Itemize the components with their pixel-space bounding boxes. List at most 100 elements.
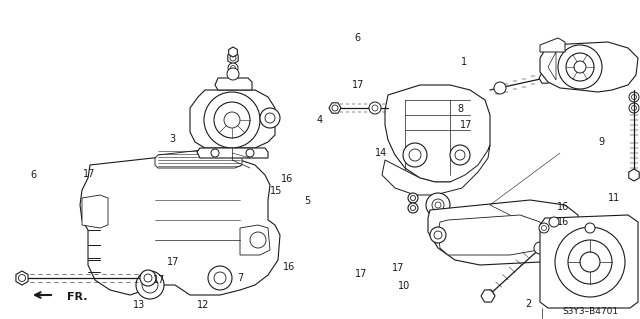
Circle shape	[372, 105, 378, 111]
Circle shape	[246, 149, 254, 157]
Circle shape	[214, 102, 250, 138]
Circle shape	[211, 149, 219, 157]
Polygon shape	[190, 90, 275, 148]
Circle shape	[230, 55, 236, 61]
Text: 2: 2	[525, 299, 531, 309]
Circle shape	[250, 232, 266, 248]
Circle shape	[214, 272, 226, 284]
Polygon shape	[629, 169, 639, 181]
Text: 11: 11	[608, 193, 621, 203]
Circle shape	[369, 102, 381, 114]
Circle shape	[409, 149, 421, 161]
Polygon shape	[228, 52, 238, 64]
Polygon shape	[82, 195, 108, 228]
Text: 1: 1	[461, 57, 467, 67]
Circle shape	[549, 217, 559, 227]
Polygon shape	[428, 200, 580, 265]
Polygon shape	[80, 155, 280, 295]
Text: 16: 16	[280, 174, 293, 184]
Circle shape	[426, 193, 450, 217]
Circle shape	[408, 203, 418, 213]
Polygon shape	[240, 225, 270, 255]
Text: 6: 6	[354, 33, 360, 43]
Polygon shape	[540, 42, 638, 92]
Text: 9: 9	[598, 137, 605, 147]
Circle shape	[208, 266, 232, 290]
Circle shape	[228, 63, 238, 73]
Circle shape	[450, 145, 470, 165]
Polygon shape	[540, 38, 565, 52]
Circle shape	[432, 199, 444, 211]
Circle shape	[558, 45, 602, 89]
Polygon shape	[155, 148, 242, 168]
Text: FR.: FR.	[67, 292, 88, 302]
Text: 13: 13	[133, 300, 146, 310]
Circle shape	[140, 270, 156, 286]
Circle shape	[629, 92, 639, 102]
Circle shape	[555, 227, 625, 297]
Circle shape	[136, 271, 164, 299]
Polygon shape	[548, 52, 556, 80]
Text: 17: 17	[352, 80, 365, 91]
Text: 16: 16	[557, 217, 570, 227]
Text: 10: 10	[398, 281, 411, 292]
Polygon shape	[382, 145, 490, 195]
Circle shape	[408, 193, 418, 203]
Circle shape	[430, 227, 446, 243]
Circle shape	[435, 202, 441, 208]
Circle shape	[403, 143, 427, 167]
Text: 5: 5	[304, 196, 310, 206]
Circle shape	[204, 92, 260, 148]
Polygon shape	[481, 290, 495, 302]
Circle shape	[260, 108, 280, 128]
Circle shape	[566, 53, 594, 81]
Circle shape	[632, 94, 637, 100]
Text: 17: 17	[392, 263, 404, 273]
Circle shape	[632, 106, 637, 110]
Circle shape	[144, 274, 152, 282]
Circle shape	[552, 226, 564, 238]
Text: 16: 16	[283, 262, 296, 272]
Circle shape	[534, 242, 546, 254]
Circle shape	[410, 196, 415, 201]
Text: 17: 17	[152, 275, 165, 285]
Circle shape	[568, 240, 612, 284]
Circle shape	[629, 103, 639, 113]
Text: 17: 17	[166, 256, 179, 267]
Circle shape	[332, 105, 338, 111]
Polygon shape	[385, 85, 490, 182]
Circle shape	[494, 82, 506, 94]
Polygon shape	[16, 271, 28, 285]
Circle shape	[265, 113, 275, 123]
Text: 17: 17	[460, 120, 472, 130]
Circle shape	[230, 65, 236, 70]
Text: 15: 15	[270, 186, 283, 196]
Polygon shape	[228, 47, 237, 57]
Circle shape	[585, 223, 595, 233]
Polygon shape	[438, 215, 545, 255]
Circle shape	[410, 205, 415, 211]
Circle shape	[224, 112, 240, 128]
Text: 7: 7	[237, 272, 243, 283]
Circle shape	[227, 68, 239, 80]
Text: 8: 8	[458, 104, 464, 114]
Circle shape	[142, 277, 158, 293]
Polygon shape	[329, 103, 341, 113]
Circle shape	[434, 231, 442, 239]
Text: 4: 4	[317, 115, 323, 125]
Circle shape	[546, 220, 570, 244]
Text: 6: 6	[30, 170, 36, 180]
Text: 16: 16	[557, 202, 570, 212]
Text: 17: 17	[355, 269, 368, 279]
Text: 17: 17	[83, 169, 96, 179]
Polygon shape	[215, 78, 252, 90]
Text: 3: 3	[170, 134, 176, 144]
Circle shape	[539, 223, 549, 233]
Polygon shape	[197, 148, 268, 158]
Circle shape	[541, 226, 547, 231]
Circle shape	[19, 275, 26, 281]
Circle shape	[574, 61, 586, 73]
Text: 14: 14	[374, 148, 387, 158]
Polygon shape	[540, 215, 638, 308]
Text: 12: 12	[197, 300, 210, 310]
